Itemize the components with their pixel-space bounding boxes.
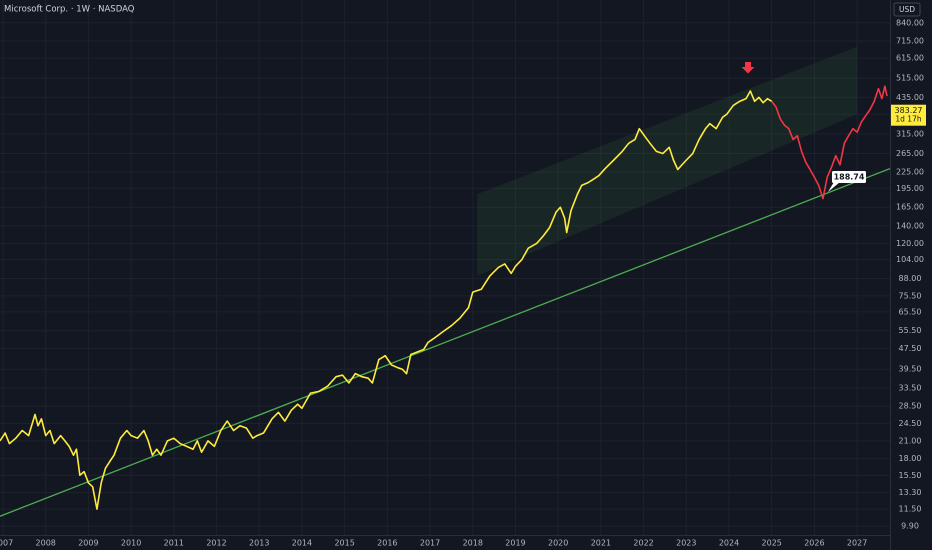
y-tick-label: 39.50: [899, 365, 922, 374]
x-tick-label: 2020: [548, 539, 568, 548]
y-tick-label: 615.00: [896, 54, 924, 63]
y-tick-label: 24.50: [899, 419, 922, 428]
x-tick-label: 2014: [292, 539, 312, 548]
axes: 840.00715.00615.00515.00435.00375.00315.…: [0, 18, 924, 547]
y-tick-label: 315.00: [896, 129, 924, 138]
x-tick-label: 2027: [847, 539, 867, 548]
currency[interactable]: USD: [899, 5, 915, 14]
grid: [0, 0, 890, 535]
y-tick-label: 88.00: [899, 274, 922, 283]
price-line: [0, 90, 773, 510]
x-tick-label: 2023: [676, 539, 696, 548]
y-tick-label: 13.30: [899, 488, 922, 497]
x-tick-label: 2012: [206, 539, 226, 548]
x-tick-label: 2013: [249, 539, 269, 548]
x-tick-label: 2011: [164, 539, 184, 548]
low-label-pointer: [828, 181, 840, 192]
y-tick-label: 195.00: [896, 184, 924, 193]
y-tick-label: 515.00: [896, 74, 924, 83]
x-tick-label: 2022: [633, 539, 653, 548]
x-tick-label: 2025: [762, 539, 782, 548]
x-tick-label: 2015: [334, 539, 354, 548]
y-tick-label: 33.50: [899, 383, 922, 392]
price-tag-countdown: 1d 17h: [895, 115, 921, 124]
y-tick-label: 140.00: [896, 221, 924, 230]
x-tick-label: 2016: [377, 539, 397, 548]
price-tag: [891, 104, 926, 126]
y-tick-label: 55.50: [899, 326, 922, 335]
x-tick-label: 2007: [0, 539, 13, 548]
arrow-marker: [741, 62, 755, 74]
y-tick-label: 65.50: [899, 307, 922, 316]
y-tick-label: 75.50: [899, 291, 922, 300]
price-tag-value: 383.27: [895, 106, 923, 115]
x-tick-label: 2026: [804, 539, 824, 548]
y-tick-label: 28.50: [899, 402, 922, 411]
low-label-box: [832, 170, 866, 183]
y-tick-label: 21.00: [899, 436, 922, 445]
y-tick-label: 104.00: [896, 255, 924, 264]
x-tick-label: 2008: [36, 539, 56, 548]
y-tick-label: 435.00: [896, 93, 924, 102]
x-tick-label: 2010: [121, 539, 141, 548]
low-label: 188.74: [834, 172, 865, 181]
y-tick-label: 15.50: [899, 471, 922, 480]
chart-title: Microsoft Corp. · 1W · NASDAQ: [4, 5, 135, 15]
y-tick-label: 165.00: [896, 203, 924, 212]
y-tick-label: 120.00: [896, 239, 924, 248]
plot-area: [0, 46, 891, 517]
x-tick-label: 2024: [719, 539, 739, 548]
y-tick-label: 840.00: [896, 18, 924, 27]
x-tick-label: 2017: [420, 539, 440, 548]
x-tick-label: 2021: [591, 539, 611, 548]
channel: [477, 46, 858, 276]
y-tick-label: 18.00: [899, 454, 922, 463]
y-tick-label: 47.50: [899, 344, 922, 353]
price-line: [0, 167, 891, 517]
x-tick-label: 2019: [505, 539, 525, 548]
y-tick-label: 225.00: [896, 168, 924, 177]
y-tick-label: 265.00: [896, 149, 924, 158]
y-tick-label: 11.50: [899, 505, 922, 514]
price-line: [771, 85, 888, 200]
y-tick-label: 9.90: [901, 522, 919, 531]
y-tick-label: 715.00: [896, 37, 924, 46]
x-tick-label: 2009: [78, 539, 98, 548]
currency-box[interactable]: [893, 2, 921, 17]
x-tick-label: 2018: [463, 539, 483, 548]
